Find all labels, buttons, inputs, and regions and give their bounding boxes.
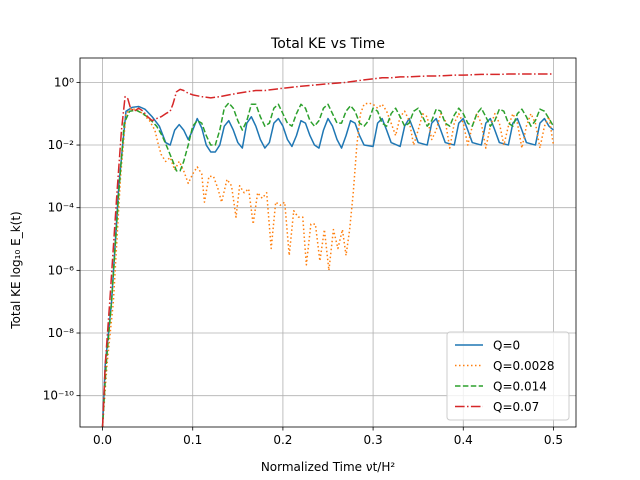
series-layer xyxy=(101,73,555,427)
x-tick-label: 0.4 xyxy=(454,433,473,447)
legend-entry: Q=0.014 xyxy=(493,380,547,394)
series-line-3 xyxy=(101,102,555,427)
y-tick-label: 10⁻⁴ xyxy=(48,201,75,215)
legend: Q=0 Q=0.0028 Q=0.014 Q=0.07 xyxy=(446,331,570,421)
x-axis-label: Normalized Time νt/H² xyxy=(261,460,396,474)
grid-lines xyxy=(80,58,576,427)
series-line-4 xyxy=(101,73,554,427)
y-tick-label: 10⁻⁸ xyxy=(48,326,75,340)
plot-frame xyxy=(79,57,577,428)
y-tick-label: 10⁻⁶ xyxy=(48,263,75,277)
legend-entry: Q=0.07 xyxy=(493,400,539,414)
x-tick-label: 0.1 xyxy=(183,433,202,447)
legend-entry: Q=0 xyxy=(493,339,520,353)
x-axis-ticks: 0.0 0.1 0.2 0.3 0.4 0.5 xyxy=(93,427,563,447)
y-tick-label: 10⁻¹⁰ xyxy=(43,389,74,403)
x-tick-label: 0.2 xyxy=(273,433,292,447)
series-line-2 xyxy=(101,102,555,427)
legend-entry: Q=0.0028 xyxy=(493,359,555,373)
x-tick-label: 0.5 xyxy=(544,433,563,447)
y-tick-label: 10⁻² xyxy=(48,138,75,152)
legend-box xyxy=(446,331,570,421)
series-line-1 xyxy=(101,105,554,427)
y-axis-label: Total KE log₁₀ E_k(t) xyxy=(9,211,23,329)
chart-title: Total KE vs Time xyxy=(270,36,385,52)
x-tick-label: 0.3 xyxy=(364,433,383,447)
y-axis-ticks: 10⁻¹⁰ 10⁻⁸ 10⁻⁶ 10⁻⁴ 10⁻² 10⁰ xyxy=(43,75,80,403)
x-tick-label: 0.0 xyxy=(93,433,112,447)
y-tick-label: 10⁰ xyxy=(54,75,74,89)
